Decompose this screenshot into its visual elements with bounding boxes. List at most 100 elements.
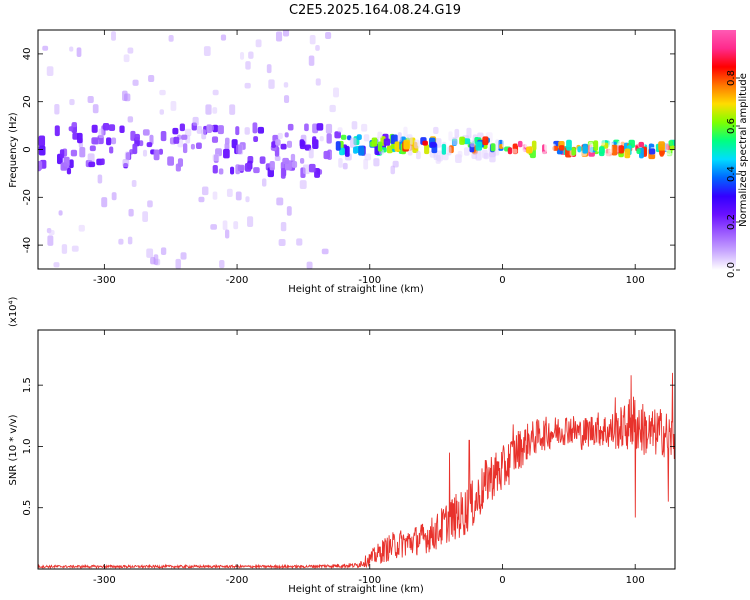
heatmap-cell	[457, 150, 463, 158]
heatmap-cell	[42, 45, 49, 51]
heatmap-cell	[87, 95, 94, 103]
heatmap-cell	[212, 107, 218, 114]
heatmap-cell	[335, 141, 341, 151]
heatmap-cell	[454, 128, 460, 138]
heatmap-cell	[111, 31, 116, 41]
heatmap-cell	[217, 125, 224, 135]
y-tick-label: 40	[22, 48, 33, 61]
heatmap-cell	[482, 149, 488, 159]
heatmap-cell	[158, 148, 163, 155]
heatmap-cell	[308, 55, 315, 66]
heatmap-cell	[262, 178, 267, 187]
heatmap-cell	[638, 141, 645, 147]
heatmap-cell	[321, 248, 329, 255]
heatmap-cell	[87, 153, 95, 165]
heatmap-cell	[466, 127, 472, 139]
x-tick-label: 100	[626, 275, 645, 286]
heatmap-cell	[101, 197, 108, 208]
heatmap-cell	[286, 140, 293, 148]
heatmap-cell	[326, 133, 332, 144]
heatmap-cell	[611, 144, 618, 156]
heatmap-cell	[280, 168, 286, 179]
heatmap-cell	[282, 30, 290, 37]
heatmap-cell	[315, 44, 320, 51]
heatmap-cell	[471, 152, 478, 160]
heatmap-cell	[403, 139, 410, 150]
snr-panel: -300 -200 -100 0 100 0.5 1.0 1.5 Height of str…	[8, 296, 676, 595]
heatmap-cell	[275, 31, 283, 42]
heatmap-cell	[190, 143, 195, 150]
heatmap-cell	[286, 206, 292, 216]
heatmap-cell	[226, 188, 233, 198]
heatmap-cell	[259, 156, 266, 164]
y-tick-label: 1.5	[22, 377, 33, 393]
heatmap-cell	[160, 247, 167, 256]
spectrogram-heatmap	[38, 30, 675, 269]
heatmap-cell	[339, 147, 345, 156]
heatmap-cell	[383, 138, 391, 146]
heatmap-cell	[316, 123, 324, 131]
heatmap-cell	[127, 47, 134, 54]
heatmap-cell	[111, 137, 117, 145]
heatmap-cell	[97, 174, 103, 184]
heatmap-cell	[54, 125, 60, 137]
heatmap-cell	[53, 262, 60, 268]
heatmap-cell	[271, 141, 277, 148]
heatmap-cell	[224, 137, 230, 145]
heatmap-cell	[79, 146, 86, 158]
heatmap-cell	[257, 126, 265, 134]
heatmap-cell	[600, 135, 606, 146]
heatmap-cell	[180, 252, 187, 260]
heatmap-cell	[636, 148, 641, 155]
heatmap-cell	[212, 154, 220, 162]
spectrogram-x-axis: -300 -200 -100 0 100	[93, 30, 645, 286]
heatmap-cell	[475, 150, 482, 161]
heatmap-cell	[54, 103, 60, 115]
heatmap-cell	[658, 141, 665, 151]
colorbar-tick-label: 0.2	[726, 214, 737, 230]
heatmap-cell	[142, 211, 148, 223]
heatmap-cell	[182, 143, 188, 154]
heatmap-cell	[124, 151, 131, 161]
spectrogram-x-label: Height of straight line (km)	[288, 284, 424, 295]
heatmap-cell	[172, 127, 179, 135]
heatmap-cell	[517, 140, 523, 148]
heatmap-cell	[68, 126, 74, 132]
snr-frame	[37, 329, 676, 570]
heatmap-cell	[175, 163, 181, 172]
heatmap-cell	[329, 104, 336, 113]
heatmap-cell	[364, 153, 372, 161]
heatmap-cell	[192, 116, 199, 126]
heatmap-cell	[168, 34, 174, 42]
heatmap-cell	[603, 153, 611, 164]
heatmap-cell	[201, 129, 207, 140]
snr-series-line	[38, 372, 675, 569]
heatmap-cell	[414, 139, 420, 149]
heatmap-cell	[358, 145, 365, 156]
heatmap-cell	[571, 147, 576, 156]
heatmap-cell	[663, 141, 669, 152]
heatmap-cell	[70, 149, 78, 157]
heatmap-cell	[531, 140, 537, 151]
snr-y-axis: 0.5 1.0 1.5	[22, 377, 675, 516]
heatmap-cell	[278, 238, 286, 246]
y-tick-label: 1.0	[22, 438, 33, 454]
heatmap-cell	[283, 82, 289, 88]
y-tick-label: 0.5	[22, 500, 33, 516]
heatmap-cell	[371, 137, 378, 147]
heatmap-cell	[608, 144, 613, 154]
heatmap-cell	[132, 143, 138, 155]
heatmap-cell	[109, 146, 114, 154]
figure-title: C2E5.2025.164.08.24.G19	[289, 3, 461, 18]
heatmap-cell	[252, 122, 258, 134]
snr-x-label: Height of straight line (km)	[288, 584, 424, 595]
heatmap-cell	[527, 137, 533, 148]
heatmap-cell	[69, 98, 75, 106]
heatmap-cell	[526, 146, 533, 154]
heatmap-cell	[269, 161, 275, 171]
heatmap-cell	[58, 210, 63, 216]
heatmap-cell	[377, 131, 383, 139]
heatmap-cell	[599, 146, 605, 157]
